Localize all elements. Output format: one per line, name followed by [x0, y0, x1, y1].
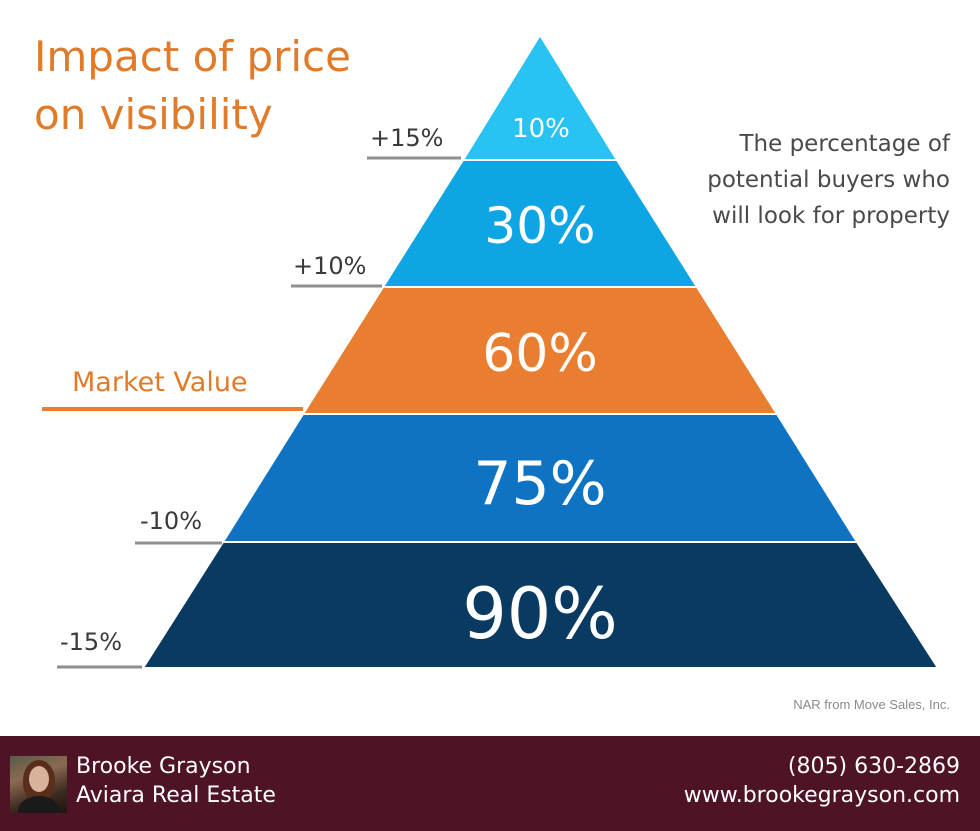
description-line-3: will look for property	[712, 203, 950, 229]
source-citation: NAR from Move Sales, Inc.	[793, 697, 950, 712]
pyramid-description: The percentage of potential buyers who w…	[620, 126, 950, 234]
phone-number[interactable]: (805) 630-2869	[787, 754, 960, 779]
price-label-minus10: -10%	[140, 507, 203, 535]
contact-footer: Brooke Grayson Aviara Real Estate (805) …	[0, 736, 980, 831]
title-line-1: Impact of price	[34, 32, 351, 81]
tier-label-90: 90%	[462, 573, 618, 655]
description-line-2: potential buyers who	[707, 167, 950, 193]
pyramid-tier-90	[141, 541, 940, 669]
contact-info: (805) 630-2869 www.brookegrayson.com	[684, 752, 960, 810]
price-label-plus15: +15%	[370, 124, 444, 152]
market-value-label: Market Value	[72, 367, 248, 398]
website-link[interactable]: www.brookegrayson.com	[683, 783, 960, 808]
description-line-1: The percentage of	[739, 131, 950, 157]
agent-info: Brooke Grayson Aviara Real Estate	[76, 752, 276, 810]
tier-label-30: 30%	[484, 197, 595, 255]
price-label-plus10: +10%	[293, 252, 367, 280]
tier-label-75: 75%	[473, 449, 606, 519]
agent-company: Aviara Real Estate	[76, 783, 276, 808]
visibility-pyramid: 10% 30% 60% 75% 90%	[42, 33, 940, 669]
page-title: Impact of price on visibility	[34, 28, 351, 144]
tier-label-10: 10%	[512, 114, 570, 144]
tier-label-60: 60%	[482, 324, 598, 384]
agent-name: Brooke Grayson	[76, 754, 251, 779]
avatar	[10, 756, 67, 813]
title-line-2: on visibility	[34, 90, 273, 139]
price-label-minus15: -15%	[60, 628, 123, 656]
